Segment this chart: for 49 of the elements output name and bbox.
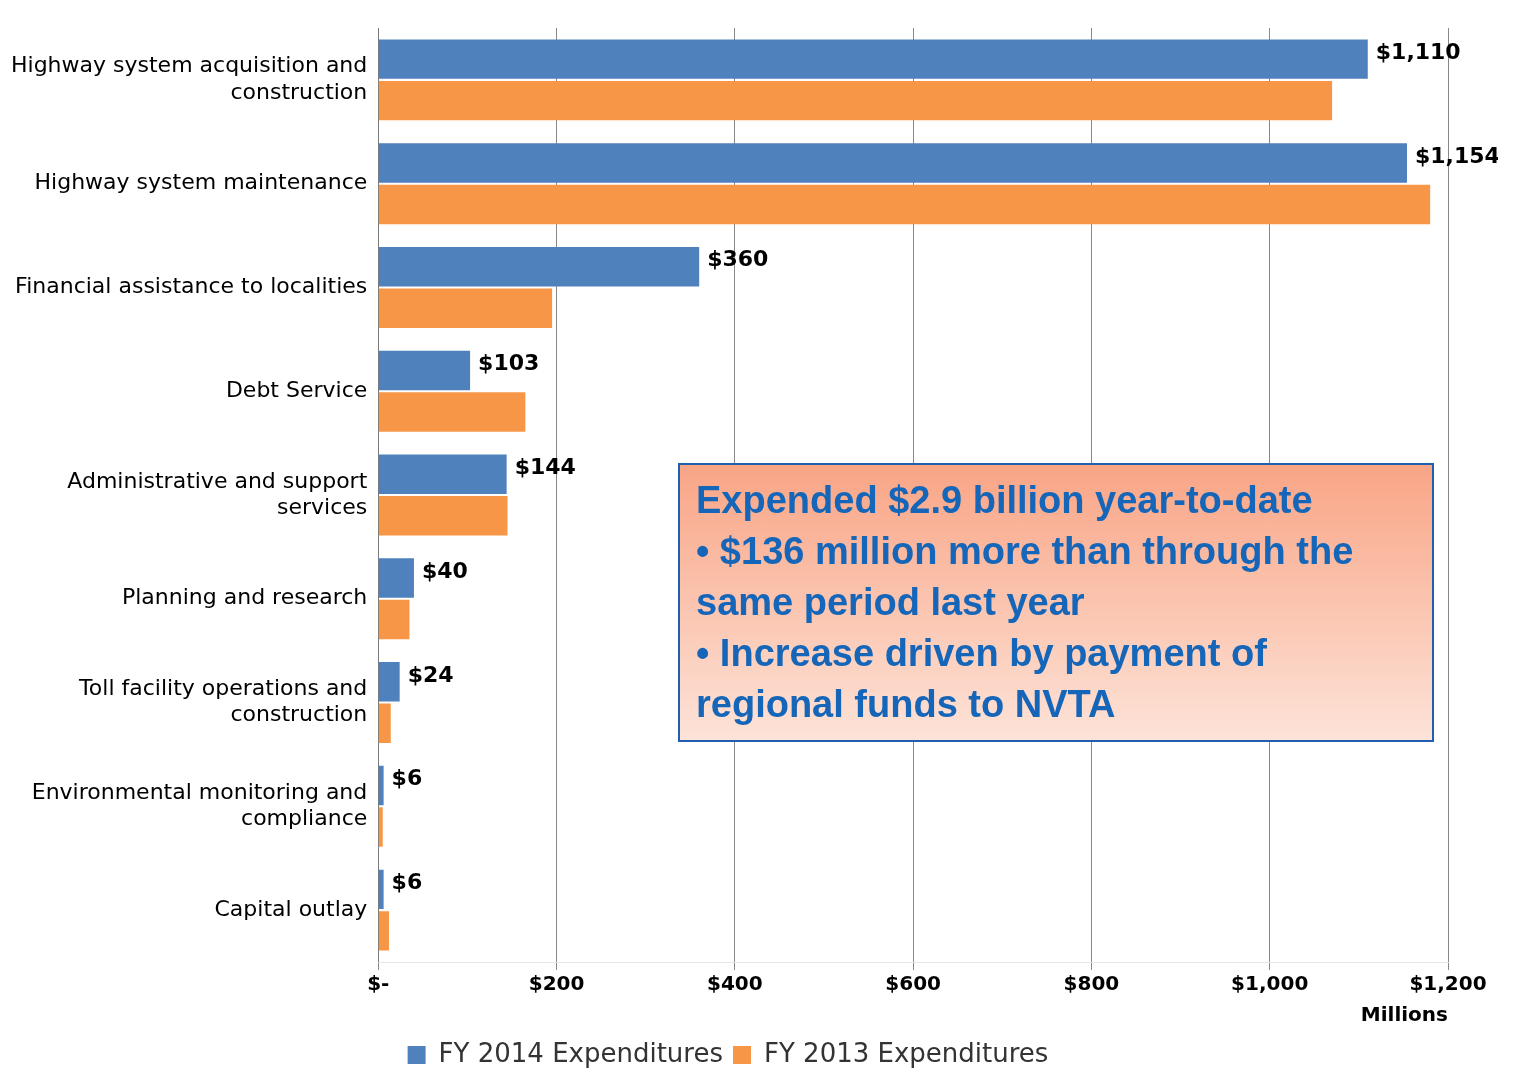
data-label: $40: [421, 557, 468, 583]
y-tick-label: Highway system maintenance: [34, 169, 368, 195]
y-tick-label: Administrative and support services: [67, 467, 368, 519]
y-tick-label: Environmental monitoring and compliance: [31, 778, 368, 831]
annotation: Expended $2.9 billion year-to-date: [696, 478, 1314, 523]
legend-label: FY 2013 Expenditures: [764, 1037, 1049, 1068]
x-tick-label: $400: [707, 971, 763, 996]
bar: [378, 807, 383, 847]
bar: [378, 80, 1333, 121]
y-tick-label: Highway system acquisition and construction: [10, 52, 368, 104]
x-tick-label: $1,200: [1409, 971, 1487, 996]
bar: [378, 765, 384, 806]
x-tick-label: $800: [1063, 971, 1120, 996]
annotation: • $136 million more than through the same period last year: [696, 529, 1355, 625]
bar: [378, 662, 400, 702]
bar: [378, 496, 508, 536]
bar: [378, 454, 507, 494]
data-label: $144: [514, 453, 576, 479]
data-label: $1,154: [1414, 142, 1500, 168]
legend-label: FY 2014 Expenditures: [438, 1037, 723, 1068]
y-tick-label: Planning and research: [121, 584, 368, 610]
bar: [378, 184, 1431, 225]
annotation: • Increase driven by payment of regional funds to NVTA: [696, 631, 1268, 727]
data-label: $360: [707, 246, 769, 272]
x-axis-title: Millions: [1360, 1002, 1448, 1027]
x-tick-label: $-: [367, 971, 390, 996]
x-tick-label: $1,000: [1231, 971, 1309, 996]
y-tick-label: Toll facility operations and construction: [78, 675, 368, 727]
bar: [378, 558, 414, 598]
bar: [378, 599, 410, 640]
bar: [378, 143, 1407, 183]
data-label: $24: [407, 661, 454, 687]
bar: [378, 392, 526, 432]
bar: [378, 288, 553, 328]
x-tick-label: $200: [528, 971, 585, 996]
bar: [378, 39, 1368, 79]
x-tick-label: $600: [885, 971, 941, 996]
data-label: $6: [391, 869, 423, 895]
y-tick-label: Financial assistance to localities: [15, 273, 368, 299]
y-tick-label: Capital outlay: [214, 895, 368, 921]
bar: [378, 869, 384, 910]
bar: [378, 703, 391, 744]
bar: [378, 350, 471, 391]
y-tick-label: Debt Service: [225, 376, 368, 402]
data-label: $6: [391, 765, 423, 791]
data-label: $1,110: [1375, 38, 1461, 64]
bar: [378, 246, 700, 287]
data-label: $103: [478, 350, 540, 376]
bar: [378, 911, 389, 951]
